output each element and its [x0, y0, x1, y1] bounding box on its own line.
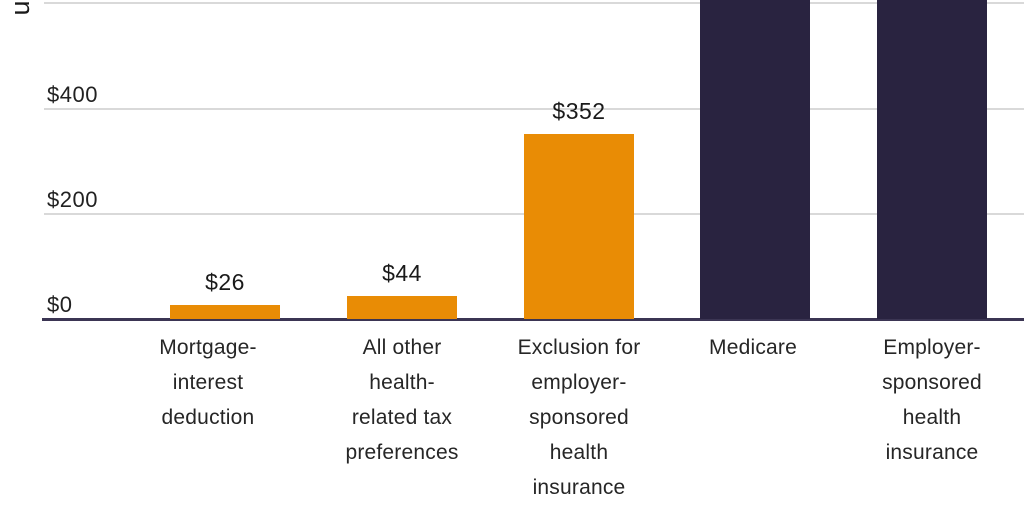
bar-value-label: $352 — [552, 98, 606, 124]
y-tick-label: $200 — [47, 187, 98, 212]
bar — [700, 0, 810, 319]
bar-value-label: $26 — [205, 269, 245, 295]
category-label: All other health- related tax preference… — [345, 336, 459, 464]
category-label: Exclusion for employer- sponsored health… — [517, 336, 641, 499]
x-axis-line — [42, 318, 1024, 321]
category-label: Mortgage- interest deduction — [159, 336, 257, 429]
bar — [524, 134, 634, 319]
gridline — [44, 2, 1024, 4]
bar — [347, 296, 457, 319]
category-label: Medicare — [709, 336, 797, 359]
y-tick-label: $0 — [47, 292, 73, 317]
bar-value-label: $44 — [382, 260, 422, 286]
gridline — [44, 108, 1024, 110]
bar — [170, 305, 280, 319]
category-label: Employer- sponsored health insurance — [882, 336, 982, 464]
y-axis-title-fragment: u — [4, 0, 35, 16]
y-tick-label: $400 — [47, 82, 98, 107]
bar — [877, 0, 987, 319]
